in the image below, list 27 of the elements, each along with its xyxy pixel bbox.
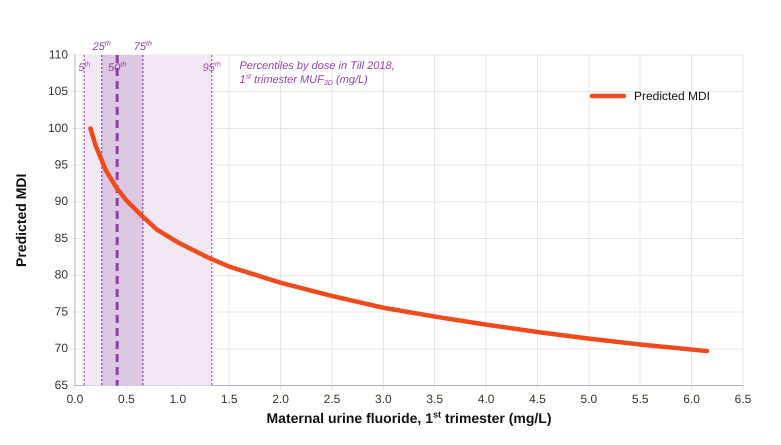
y-tick-label: 80 [54, 268, 68, 282]
x-tick-label: 0.0 [66, 392, 84, 406]
x-tick-label: 3.0 [374, 392, 392, 406]
annotation: Percentiles by dose in Till 2018, [239, 60, 395, 72]
x-tick-label: 6.0 [683, 392, 700, 406]
x-tick-label: 2.5 [324, 392, 341, 406]
y-tick-label: 70 [54, 341, 68, 356]
x-tick-label: 4.5 [529, 392, 546, 406]
y-tick-label: 75 [54, 304, 68, 318]
x-tick-label: 2.0 [272, 392, 290, 406]
y-tick-label: 95 [54, 158, 68, 172]
y-tick-label: 110 [48, 47, 68, 62]
legend-label: Predicted MDI [634, 89, 710, 103]
y-axis-title: Predicted MDI [13, 174, 29, 267]
y-tick-label: 65 [54, 378, 68, 392]
x-tick-label: 5.0 [580, 392, 598, 406]
y-tick-label: 105 [48, 84, 68, 98]
x-tick-label: 5.5 [632, 392, 649, 406]
x-tick-label: 1.0 [169, 392, 186, 406]
x-tick-label: 3.5 [426, 392, 444, 406]
x-tick-label: 1.5 [220, 392, 238, 406]
x-tick-label: 4.0 [478, 392, 495, 406]
x-tick-label: 0.5 [118, 392, 136, 406]
y-tick-label: 100 [48, 120, 68, 135]
y-tick-label: 85 [54, 230, 68, 245]
x-tick-label: 6.5 [734, 392, 752, 406]
y-tick-label: 90 [54, 194, 68, 208]
